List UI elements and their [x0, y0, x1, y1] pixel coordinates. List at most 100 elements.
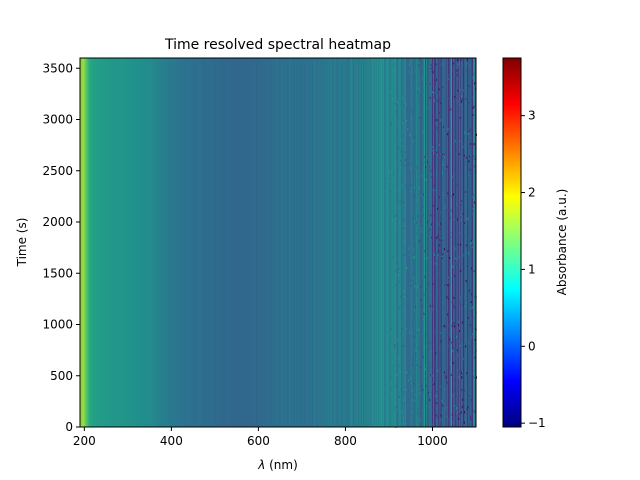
heatmap-column: [433, 58, 435, 427]
heatmap-column: [313, 58, 315, 427]
speckle-mark: [411, 363, 413, 366]
heatmap-column: [81, 58, 83, 427]
speckle-mark: [404, 253, 406, 256]
speckle-mark: [412, 398, 414, 401]
heatmap-column: [352, 58, 354, 427]
speckle-mark: [471, 195, 473, 198]
speckle-mark: [443, 203, 445, 206]
heatmap-column: [232, 58, 234, 427]
speckle-mark: [393, 363, 395, 366]
speckle-mark: [439, 385, 441, 388]
speckle-mark: [396, 262, 397, 265]
speckle-mark: [394, 102, 396, 105]
colorbar-ticks: −1 0 1 2 3: [521, 109, 546, 430]
speckle-mark: [454, 95, 456, 98]
speckle-mark: [423, 250, 424, 253]
heatmap-column: [370, 58, 372, 427]
speckle-mark: [433, 304, 435, 307]
speckle-mark: [437, 348, 439, 351]
speckle-mark: [452, 193, 454, 196]
heatmap-column: [284, 58, 286, 427]
speckle-mark: [410, 140, 412, 143]
speckle-mark: [400, 106, 402, 109]
speckle-mark: [430, 169, 432, 172]
heatmap-column: [302, 58, 304, 427]
speckle-mark: [444, 325, 446, 328]
speckle-mark: [423, 312, 425, 315]
speckle-mark: [464, 389, 466, 392]
heatmap-column: [171, 58, 173, 427]
heatmap-column: [120, 58, 122, 427]
heatmap-column: [242, 58, 244, 427]
speckle-mark: [410, 190, 412, 193]
speckle-mark: [405, 264, 407, 267]
speckle-mark: [407, 172, 409, 175]
speckle-mark: [456, 172, 458, 175]
heatmap-column: [431, 58, 433, 427]
speckle-mark: [431, 127, 433, 130]
heatmap-column: [91, 58, 93, 427]
heatmap-column: [123, 58, 125, 427]
speckle-mark: [389, 210, 391, 213]
speckle-mark: [416, 166, 418, 169]
heatmap-column: [139, 58, 141, 427]
speckle-mark: [409, 375, 411, 378]
speckle-mark: [392, 298, 394, 301]
heatmap-column: [157, 58, 159, 427]
speckle-mark: [420, 413, 422, 416]
speckle-mark: [410, 377, 412, 380]
speckle-mark: [415, 372, 417, 375]
heatmap-column: [382, 58, 384, 427]
heatmap-column: [215, 58, 217, 427]
speckle-mark: [447, 423, 449, 425]
speckle-mark: [443, 404, 444, 406]
speckle-mark: [400, 295, 402, 298]
speckle-mark: [430, 178, 432, 181]
speckle-mark: [392, 283, 394, 286]
speckle-mark: [438, 222, 440, 225]
heatmap-column: [326, 58, 328, 427]
speckle-mark: [421, 305, 423, 308]
speckle-mark: [396, 406, 397, 409]
speckle-mark: [433, 243, 435, 246]
heatmap-column: [127, 58, 129, 427]
speckle-mark: [427, 107, 429, 110]
speckle-mark: [472, 209, 474, 212]
heatmap-column: [301, 58, 303, 427]
heatmap-column: [466, 58, 468, 427]
heatmap-column: [273, 58, 275, 427]
heatmap-column: [337, 58, 339, 427]
speckle-mark: [443, 371, 445, 374]
speckle-mark: [409, 331, 411, 334]
speckle-mark: [417, 328, 419, 331]
heatmap-column: [262, 58, 264, 427]
speckle-mark: [424, 178, 426, 181]
heatmap-column: [376, 58, 378, 427]
speckle-mark: [393, 172, 395, 175]
speckle-mark: [396, 206, 398, 209]
speckle-mark: [434, 331, 436, 333]
speckle-mark: [431, 236, 433, 239]
speckle-mark: [399, 200, 401, 203]
speckle-mark: [390, 188, 392, 191]
speckle-mark: [414, 285, 416, 288]
speckle-mark: [436, 376, 438, 379]
speckle-mark: [404, 188, 406, 191]
speckle-mark: [470, 309, 472, 312]
speckle-mark: [447, 332, 449, 335]
speckle-mark: [461, 98, 463, 101]
speckle-mark: [415, 349, 417, 352]
speckle-mark: [439, 97, 441, 100]
speckle-mark: [453, 296, 455, 299]
speckle-mark: [423, 103, 424, 106]
speckle-mark: [394, 269, 396, 272]
speckle-mark: [468, 160, 470, 163]
speckle-mark: [416, 412, 418, 415]
speckle-mark: [462, 155, 464, 158]
speckle-mark: [391, 245, 393, 248]
speckle-mark: [459, 243, 461, 246]
speckle-mark: [397, 339, 398, 342]
speckle-mark: [459, 232, 461, 235]
speckle-mark: [446, 375, 448, 378]
speckle-mark: [463, 254, 465, 257]
